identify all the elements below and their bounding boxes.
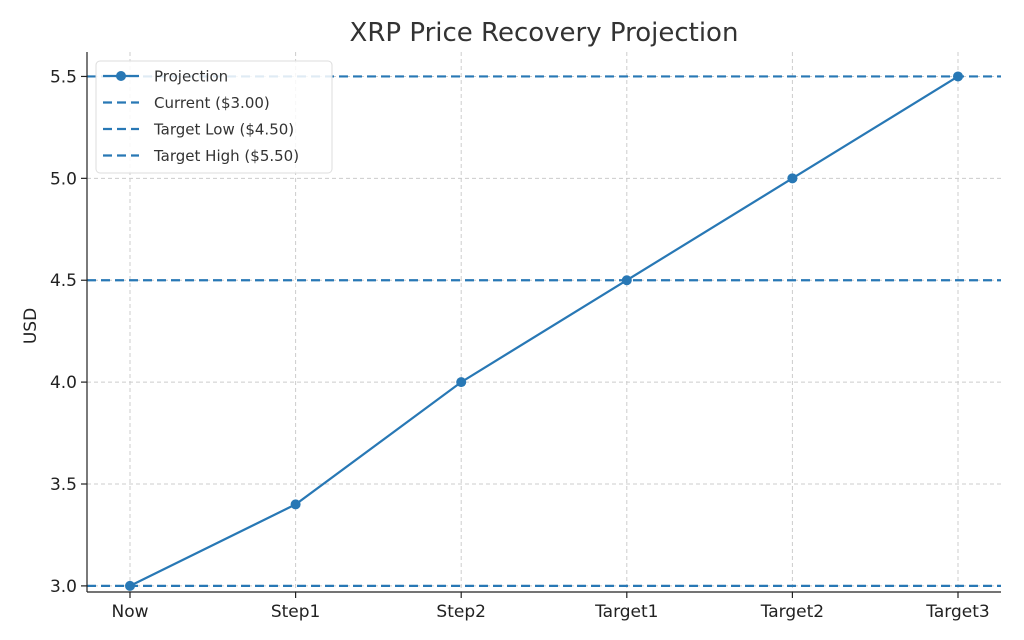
data-point xyxy=(787,173,798,184)
x-tick-label: Target3 xyxy=(925,602,989,622)
legend-marker xyxy=(116,71,126,81)
y-axis-label: USD xyxy=(21,308,41,344)
y-tick-label: 4.0 xyxy=(50,373,77,393)
reference-lines xyxy=(87,75,1001,587)
legend-label: Current ($3.00) xyxy=(154,94,270,112)
axes: Now Step1 Step2 Target1 Target2 Target3 3.0 3.5… xyxy=(50,52,1001,622)
y-tick-label: 3.5 xyxy=(50,475,77,495)
x-tick-label: Target2 xyxy=(760,602,824,622)
legend-label: Projection xyxy=(154,68,228,86)
data-point xyxy=(290,499,301,510)
legend-box xyxy=(95,60,333,174)
legend-label: Target High ($5.50) xyxy=(153,147,299,165)
series-line xyxy=(129,75,959,587)
data-point xyxy=(125,580,135,591)
legend-label: Target Low ($4.50) xyxy=(153,121,294,139)
x-tick-label: Now xyxy=(111,602,148,622)
data-point xyxy=(456,377,467,388)
chart-title: XRP Price Recovery Projection xyxy=(350,18,739,48)
x-tick-label: Step2 xyxy=(436,602,486,622)
y-tick-label: 4.5 xyxy=(50,271,77,291)
x-tick-label: Target1 xyxy=(594,602,658,622)
x-tick-label: Step1 xyxy=(271,602,321,622)
legend: Projection Current ($3.00) Target Low ($4.… xyxy=(95,60,333,174)
series xyxy=(125,71,963,591)
data-point xyxy=(621,275,632,286)
y-tick-label: 5.0 xyxy=(50,169,77,189)
data-point xyxy=(953,71,963,82)
y-tick-label: 5.5 xyxy=(50,67,77,87)
y-tick-label: 3.0 xyxy=(50,577,77,597)
